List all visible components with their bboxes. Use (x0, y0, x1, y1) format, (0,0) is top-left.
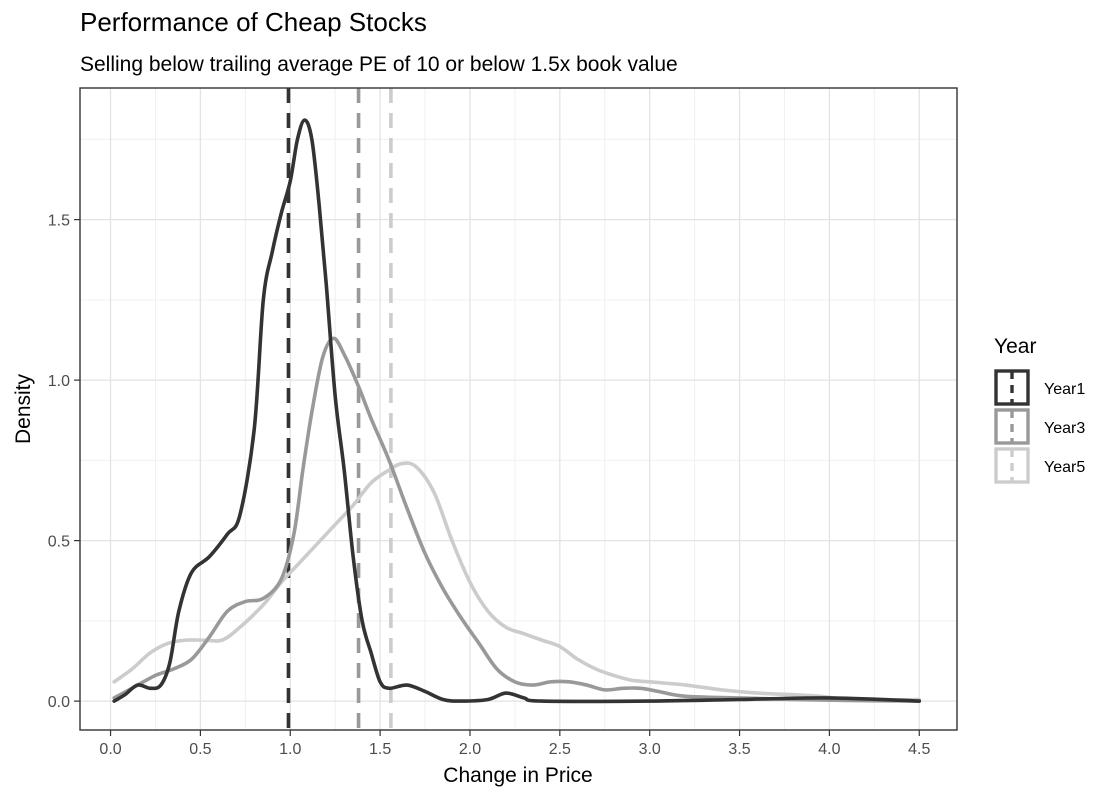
x-tick-label: 0.5 (189, 741, 211, 758)
x-tick-label: 1.0 (279, 741, 301, 758)
legend-label: Year3 (1044, 420, 1085, 437)
y-tick-label: 0.0 (48, 694, 70, 711)
x-tick-label: 4.0 (818, 741, 840, 758)
x-tick-label: 0.0 (99, 741, 121, 758)
y-tick-label: 1.0 (48, 373, 70, 390)
x-tick-label: 2.0 (459, 741, 481, 758)
density-curve-year3 (112, 336, 922, 703)
chart-title: Performance of Cheap Stocks (80, 7, 427, 37)
density-curves (112, 118, 922, 704)
y-tick-label: 1.5 (48, 213, 70, 230)
x-tick-label: 4.5 (908, 741, 930, 758)
x-tick-label: 2.5 (549, 741, 571, 758)
x-tick-label: 3.0 (639, 741, 661, 758)
x-tick-label: 1.5 (369, 741, 391, 758)
mean-lines (286, 88, 393, 730)
density-curve-year5 (112, 461, 922, 702)
legend-item-year5: Year5 (994, 447, 1085, 484)
legend-title: Year (994, 335, 1036, 358)
plot-panel (80, 88, 957, 730)
x-tick-label: 3.5 (728, 741, 750, 758)
legend-label: Year5 (1044, 459, 1085, 476)
y-axis: 0.0 0.5 1.0 1.5 (48, 213, 80, 711)
plot-border (79, 87, 958, 731)
legend-item-year3: Year3 (994, 408, 1085, 445)
legend-label: Year1 (1044, 381, 1085, 398)
x-axis-title: Change in Price (443, 764, 592, 787)
legend: Year Year1 Year3 Year5 (994, 335, 1085, 484)
legend-item-year1: Year1 (994, 369, 1085, 406)
chart-subtitle: Selling below trailing average PE of 10 … (80, 53, 678, 76)
y-tick-label: 0.5 (48, 534, 70, 551)
x-axis: 0.0 0.5 1.0 1.5 2.0 2.5 3.0 3.5 4.0 4.5 (99, 730, 930, 758)
density-curve-year1 (112, 118, 922, 704)
y-axis-title: Density (12, 373, 35, 444)
